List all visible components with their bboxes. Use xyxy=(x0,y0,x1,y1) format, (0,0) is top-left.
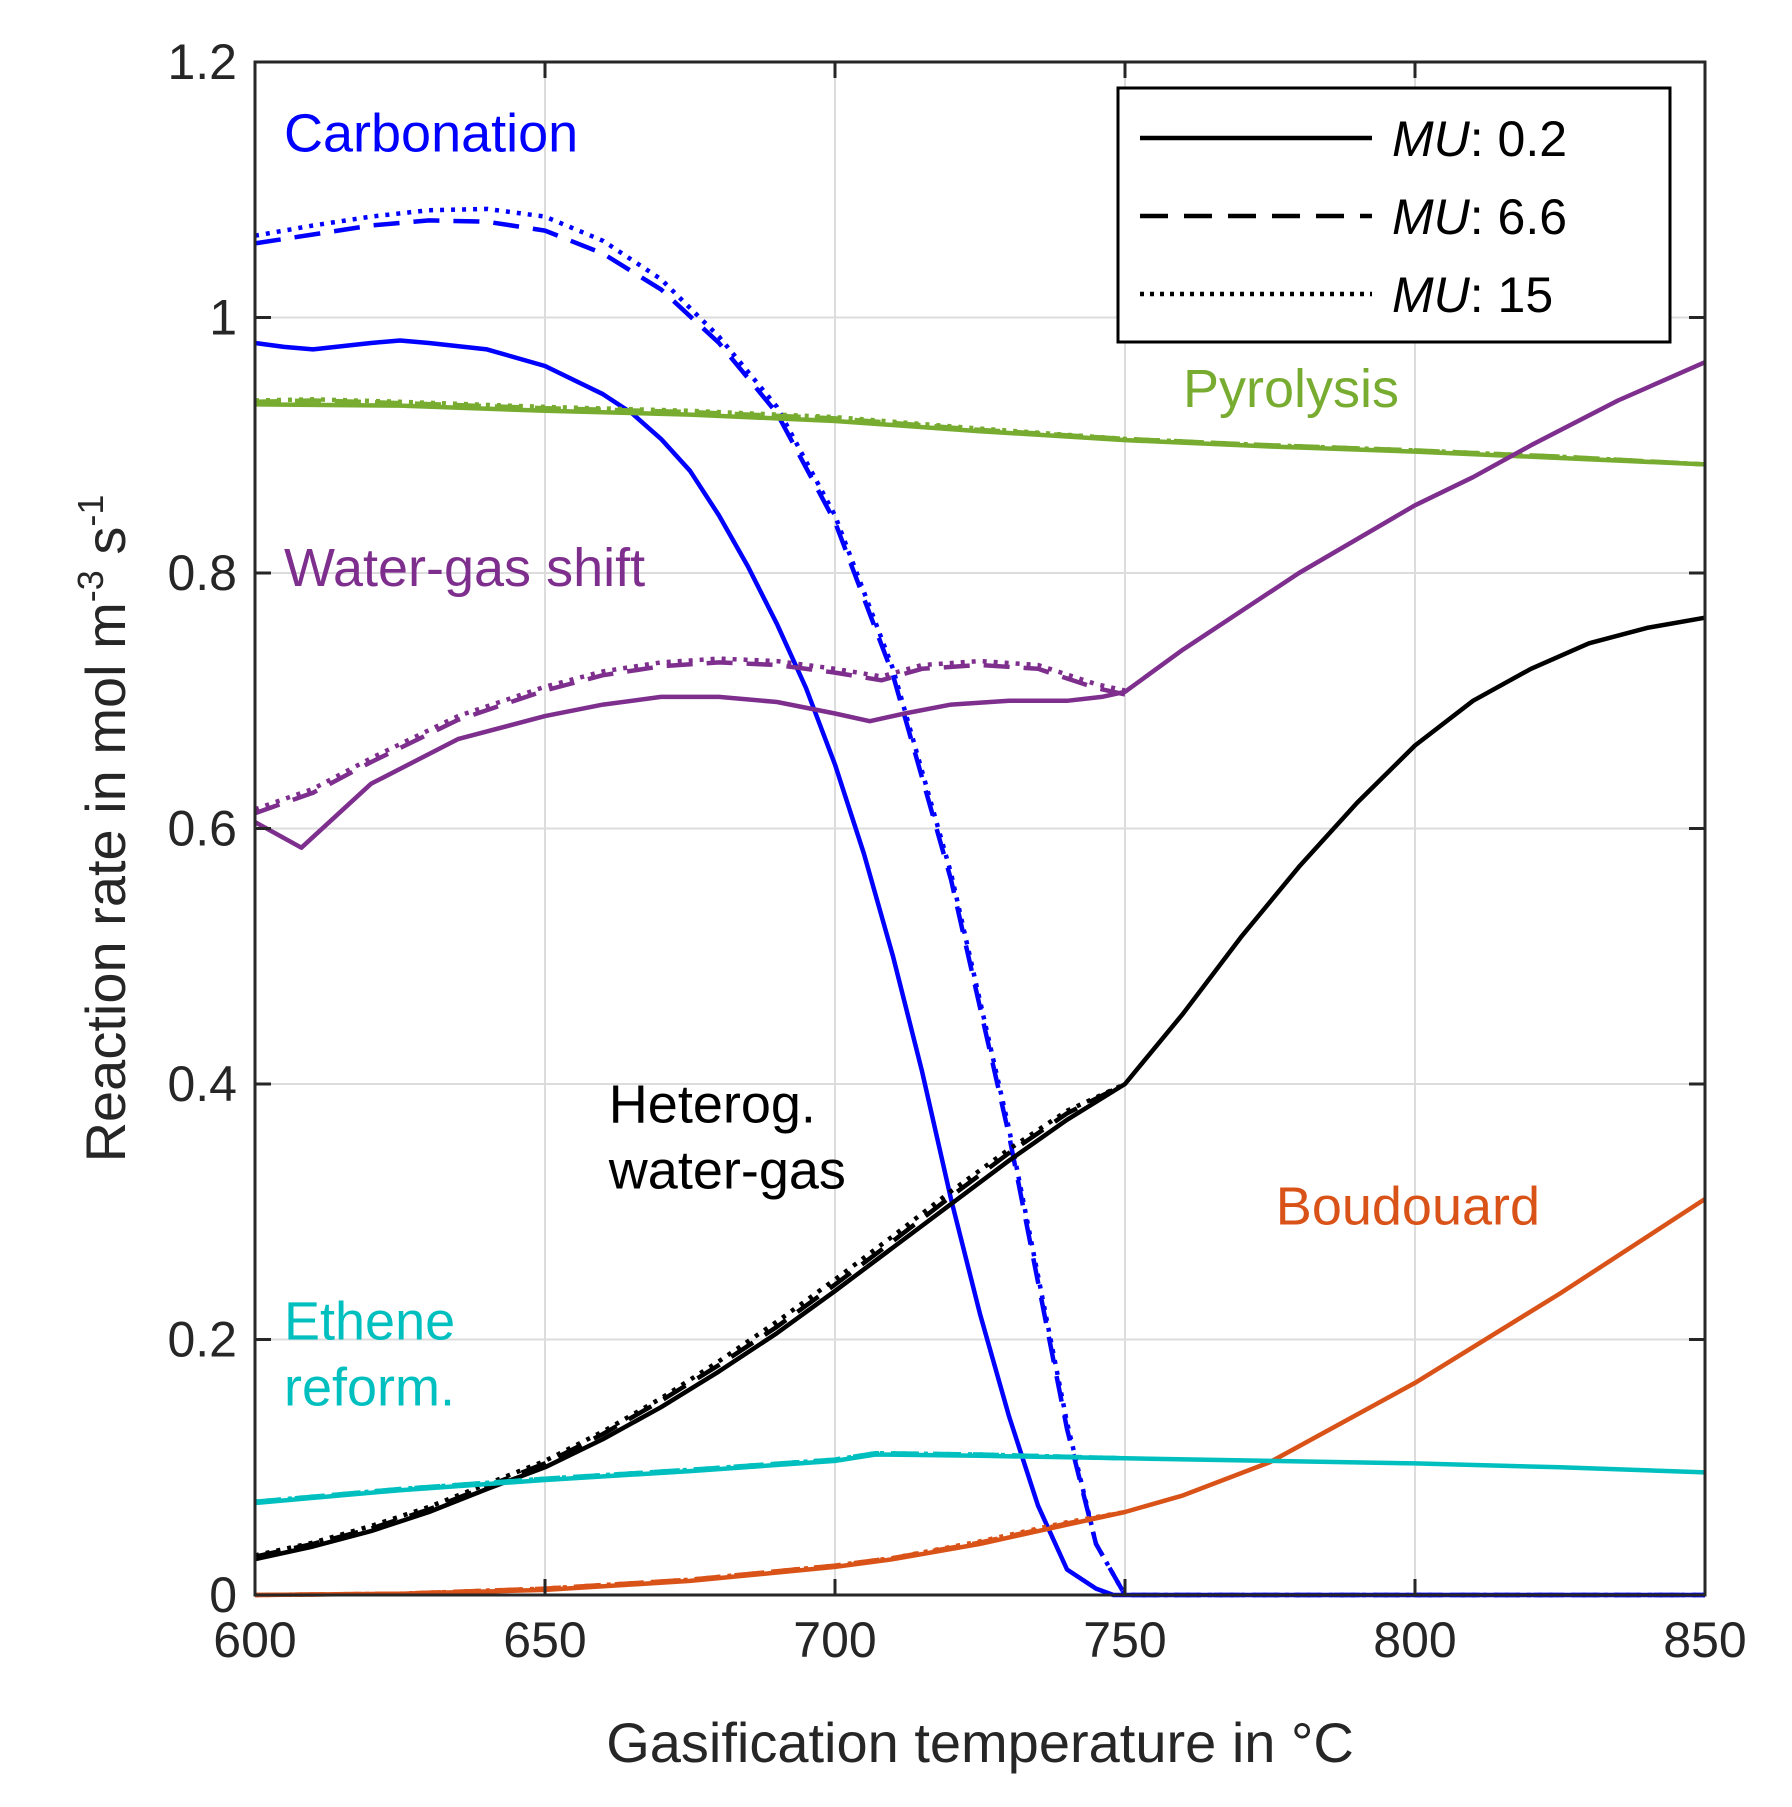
annotation-heterog-line: Heterog. xyxy=(609,1074,816,1134)
y-axis-label-sup2: -1 xyxy=(70,495,111,527)
x-tick-label: 600 xyxy=(213,1612,296,1668)
x-axis-label: Gasification temperature in °C xyxy=(606,1711,1354,1774)
legend-entry-2-value: : 6.6 xyxy=(1470,189,1567,245)
legend-entry-3-value: : 15 xyxy=(1470,267,1553,323)
y-axis-label-main: Reaction rate in mol m xyxy=(74,602,137,1162)
x-tick-label: 700 xyxy=(793,1612,876,1668)
y-tick-label: 1.2 xyxy=(167,34,237,90)
annotation-water-gas-shift-line: Water-gas shift xyxy=(284,538,645,598)
annotation-water-gas-shift: Water-gas shift xyxy=(284,538,645,598)
legend-entry-2: MU: 6.6 xyxy=(1392,189,1567,245)
legend-entry-3: MU: 15 xyxy=(1392,267,1553,323)
y-tick-label: 0 xyxy=(209,1567,237,1623)
annotation-ethene-line: Ethene xyxy=(284,1292,455,1352)
series-line-carbonation-mu-6-6 xyxy=(254,218,1705,1598)
annotation-heterog: Heterog. water-gas xyxy=(608,1074,846,1200)
annotation-boudouard-line: Boudouard xyxy=(1276,1177,1540,1237)
series-line-ethene-reform-mu-15 xyxy=(254,1450,1126,1504)
y-tick-label: 1 xyxy=(209,290,237,346)
y-axis-label-mid: s xyxy=(74,527,137,571)
ticks-group xyxy=(253,60,1707,1597)
annotation-heterog-line: water-gas xyxy=(608,1140,846,1200)
series-line-water-gas-shift-mu-0-2 xyxy=(253,360,1706,850)
annotation-ethene: Ethene reform. xyxy=(284,1292,455,1418)
x-tick-label: 650 xyxy=(503,1612,586,1668)
annotations-group: Carbonation Pyrolysis Water-gas shift Heter… xyxy=(284,103,1540,1417)
series-line-pyrolysis-mu-6-6 xyxy=(254,398,1706,467)
y-axis-label: Reaction rate in mol m-3 s-1 xyxy=(70,495,137,1163)
series-group xyxy=(253,206,1707,1598)
legend-entry-2-name: MU xyxy=(1392,189,1471,245)
x-tick-label: 800 xyxy=(1373,1612,1456,1668)
annotation-pyrolysis: Pyrolysis xyxy=(1183,359,1399,419)
y-tick-label: 0.6 xyxy=(167,801,237,857)
legend-entry-1-value: : 0.2 xyxy=(1470,111,1567,167)
x-tick-label: 750 xyxy=(1083,1612,1166,1668)
tick-labels-group: 600 650 700 750 800 850 0 0.2 0.4 0.6 0.8 1 1.2 xyxy=(167,34,1746,1668)
legend-entry-1-name: MU xyxy=(1392,111,1471,167)
y-axis-label-sup1: -3 xyxy=(70,570,111,602)
annotation-carbonation: Carbonation xyxy=(284,103,578,163)
legend-entry-3-name: MU xyxy=(1392,267,1471,323)
legend-entry-1: MU: 0.2 xyxy=(1392,111,1567,167)
series-line-boudouard-mu-6-6 xyxy=(254,1509,1126,1598)
y-tick-label: 0.4 xyxy=(167,1056,237,1112)
legend: MU: 0.2 MU: 6.6 MU: 15 xyxy=(1116,86,1672,344)
y-tick-label: 0.2 xyxy=(167,1312,237,1368)
series-line-water-gas-shift-mu-6-6 xyxy=(254,660,1126,816)
series-line-ethene-reform-mu-6-6 xyxy=(254,1450,1126,1504)
annotation-carbonation-line: Carbonation xyxy=(284,103,578,163)
x-tick-label: 850 xyxy=(1663,1612,1746,1668)
annotation-pyrolysis-line: Pyrolysis xyxy=(1183,359,1399,419)
y-tick-label: 0.8 xyxy=(167,545,237,601)
annotation-boudouard: Boudouard xyxy=(1276,1177,1540,1237)
annotation-ethene-line: reform. xyxy=(284,1358,455,1418)
